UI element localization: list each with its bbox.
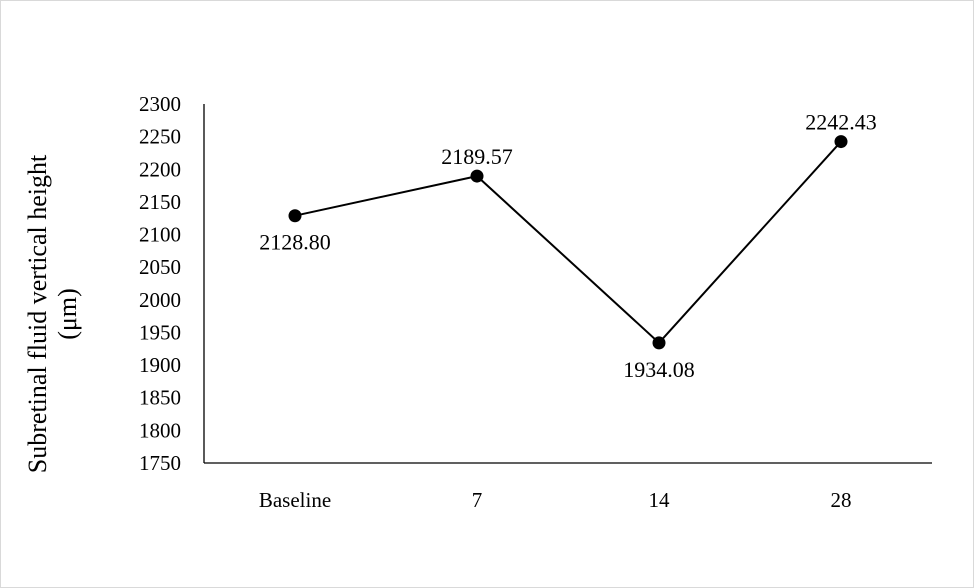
y-tick-label: 2300 xyxy=(139,92,181,116)
data-points xyxy=(288,135,848,350)
data-point xyxy=(652,336,666,350)
y-tick-label: 1800 xyxy=(139,418,181,442)
y-tick-label: 1900 xyxy=(139,353,181,377)
y-tick-label: 2250 xyxy=(139,125,181,149)
y-axis-tick-labels: 1750 1800 1850 1900 1950 2000 2050 2100 2150 2200… xyxy=(139,92,181,475)
data-labels: 2128.80 2189.57 1934.08 2242.43 xyxy=(259,110,877,382)
x-tick-label: 14 xyxy=(649,488,671,512)
series-line-group xyxy=(294,140,842,345)
y-tick-label: 2150 xyxy=(139,190,181,214)
data-label: 1934.08 xyxy=(623,357,695,382)
data-point xyxy=(834,135,848,149)
x-tick-label: 28 xyxy=(831,488,852,512)
x-axis-tick-labels: Baseline 7 14 28 xyxy=(259,488,852,512)
y-tick-label: 1850 xyxy=(139,386,181,410)
y-tick-label: 2050 xyxy=(139,255,181,279)
y-tick-label: 2100 xyxy=(139,223,181,247)
y-tick-label: 1950 xyxy=(139,320,181,344)
y-tick-label: 2200 xyxy=(139,157,181,181)
y-tick-label: 2000 xyxy=(139,288,181,312)
data-label: 2189.57 xyxy=(441,144,513,169)
x-tick-label: 7 xyxy=(472,488,483,512)
data-label: 2128.80 xyxy=(259,230,331,255)
y-tick-label: 1750 xyxy=(139,451,181,475)
series-line xyxy=(294,140,842,345)
data-label: 2242.43 xyxy=(805,110,877,135)
y-axis-title-line-1: Subretinal fluid vertical height xyxy=(23,154,52,473)
data-point xyxy=(470,169,484,183)
y-axis-title: Subretinal fluid vertical height (μm) xyxy=(23,154,82,473)
data-point xyxy=(288,209,302,223)
y-axis-title-line-2: (μm) xyxy=(53,288,82,339)
x-tick-label: Baseline xyxy=(259,488,331,512)
